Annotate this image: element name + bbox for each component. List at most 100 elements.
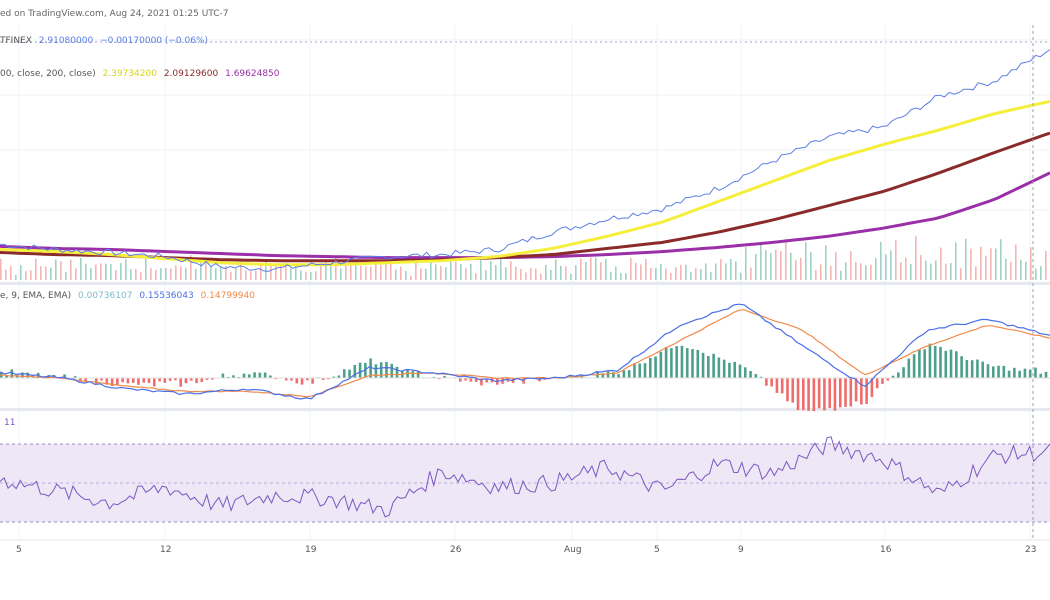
volume-bar [350,263,352,280]
volume-bar [225,265,227,280]
volume-bar [170,268,172,280]
volume-bar [390,263,392,280]
volume-bar [635,262,637,280]
volume-bar [885,254,887,280]
volume-bar [85,263,87,280]
macd-hist-bar [780,378,784,394]
macd-hist-bar [712,353,715,378]
volume-bar [75,268,77,280]
volume-bar [760,244,762,280]
volume-bar [495,265,497,280]
macd-hist-bar [480,378,483,386]
volume-bar [575,265,577,280]
ma-legend-label: 00, close, 200, close) [0,69,96,79]
macd-hist-bar [184,378,188,384]
volume-bar [985,255,987,280]
volume-bar [0,258,2,280]
macd-hist-bar [907,358,911,378]
volume-bar [15,275,17,280]
volume-bar [975,266,977,280]
ma-short-line [0,99,1050,267]
volume-bar [180,266,182,280]
volume-bar [205,263,207,280]
volume-bar [420,268,422,280]
volume-bar [150,267,152,280]
macd-hist-bar [10,369,14,378]
volume-bar [960,268,962,280]
macd-hist-bar [174,378,177,381]
volume-bar [130,269,132,280]
volume-bar [535,268,537,280]
macd-hist-bar [142,378,146,383]
volume-bar [295,264,297,280]
volume-bar [820,264,822,280]
volume-bar [300,270,302,280]
volume-bar [900,262,902,280]
macd-hist-bar [1023,368,1027,378]
macd-hist-bar [812,378,816,412]
macd-hist-bar [601,373,605,378]
volume-bar [700,269,702,280]
volume-bar [185,268,187,280]
macd-hist-bar [353,364,357,378]
volume-bar [435,264,437,280]
ma-long-value: 1.69624850 [225,69,280,79]
volume-bar [1035,268,1037,280]
volume-bar [60,261,62,280]
macd-signal-line [0,309,1050,398]
macd-hist-bar [189,378,193,381]
volume-bar [620,272,622,280]
macd-hist-bar [823,378,826,411]
panel-separator[interactable] [0,282,1050,285]
volume-bar [165,268,167,280]
macd-hist-bar [759,376,763,378]
macd-hist-bar [828,378,831,408]
volume-bar [845,262,847,280]
macd-hist-bar [416,371,420,378]
ma-mid-line [0,131,1050,263]
macd-hist-bar [295,378,299,384]
panel-separator[interactable] [0,408,1050,411]
volume-bar [200,257,202,280]
macd-hist-bar [443,375,446,378]
volume-bar [865,265,867,280]
volume-bar [715,263,717,280]
volume-bar [110,264,112,280]
macd-hist-bar [606,371,610,378]
macd-hist-bar [891,375,895,378]
macd-hist-bar [232,375,235,378]
volume-bar [160,268,162,280]
volume-bar [260,264,262,280]
volume-bar [80,257,82,280]
volume-bar [120,262,122,280]
macd-hist-bar [659,351,663,378]
macd-hist-bar [696,349,700,378]
volume-bar [395,269,397,280]
volume-bar [705,263,707,280]
macd-hist-bar [955,351,958,378]
volume-bar [735,261,737,280]
volume-bar [40,266,42,280]
macd-hist-bar [211,378,214,380]
volume-bar [830,265,832,280]
volume-bar [410,275,412,280]
macd-hist-bar [131,378,135,383]
macd-hist-bar [126,378,130,384]
volume-bar [430,260,432,280]
macd-line [0,303,1050,400]
volume-bar [475,273,477,280]
macd-hist-bar [802,378,805,411]
macd-hist-bar [390,363,394,378]
volume-bar [400,266,402,280]
macd-hist-bar [896,372,900,378]
volume-bar [695,267,697,280]
volume-bar [380,264,382,280]
price-panel [0,39,1050,211]
volume-bar [370,266,372,280]
macd-hist-bar [986,364,990,378]
volume-bar [440,266,442,280]
volume-bar [1025,261,1027,280]
macd-hist-bar [290,378,293,381]
volume-bar [930,263,932,280]
macd-hist-bar [116,378,119,386]
